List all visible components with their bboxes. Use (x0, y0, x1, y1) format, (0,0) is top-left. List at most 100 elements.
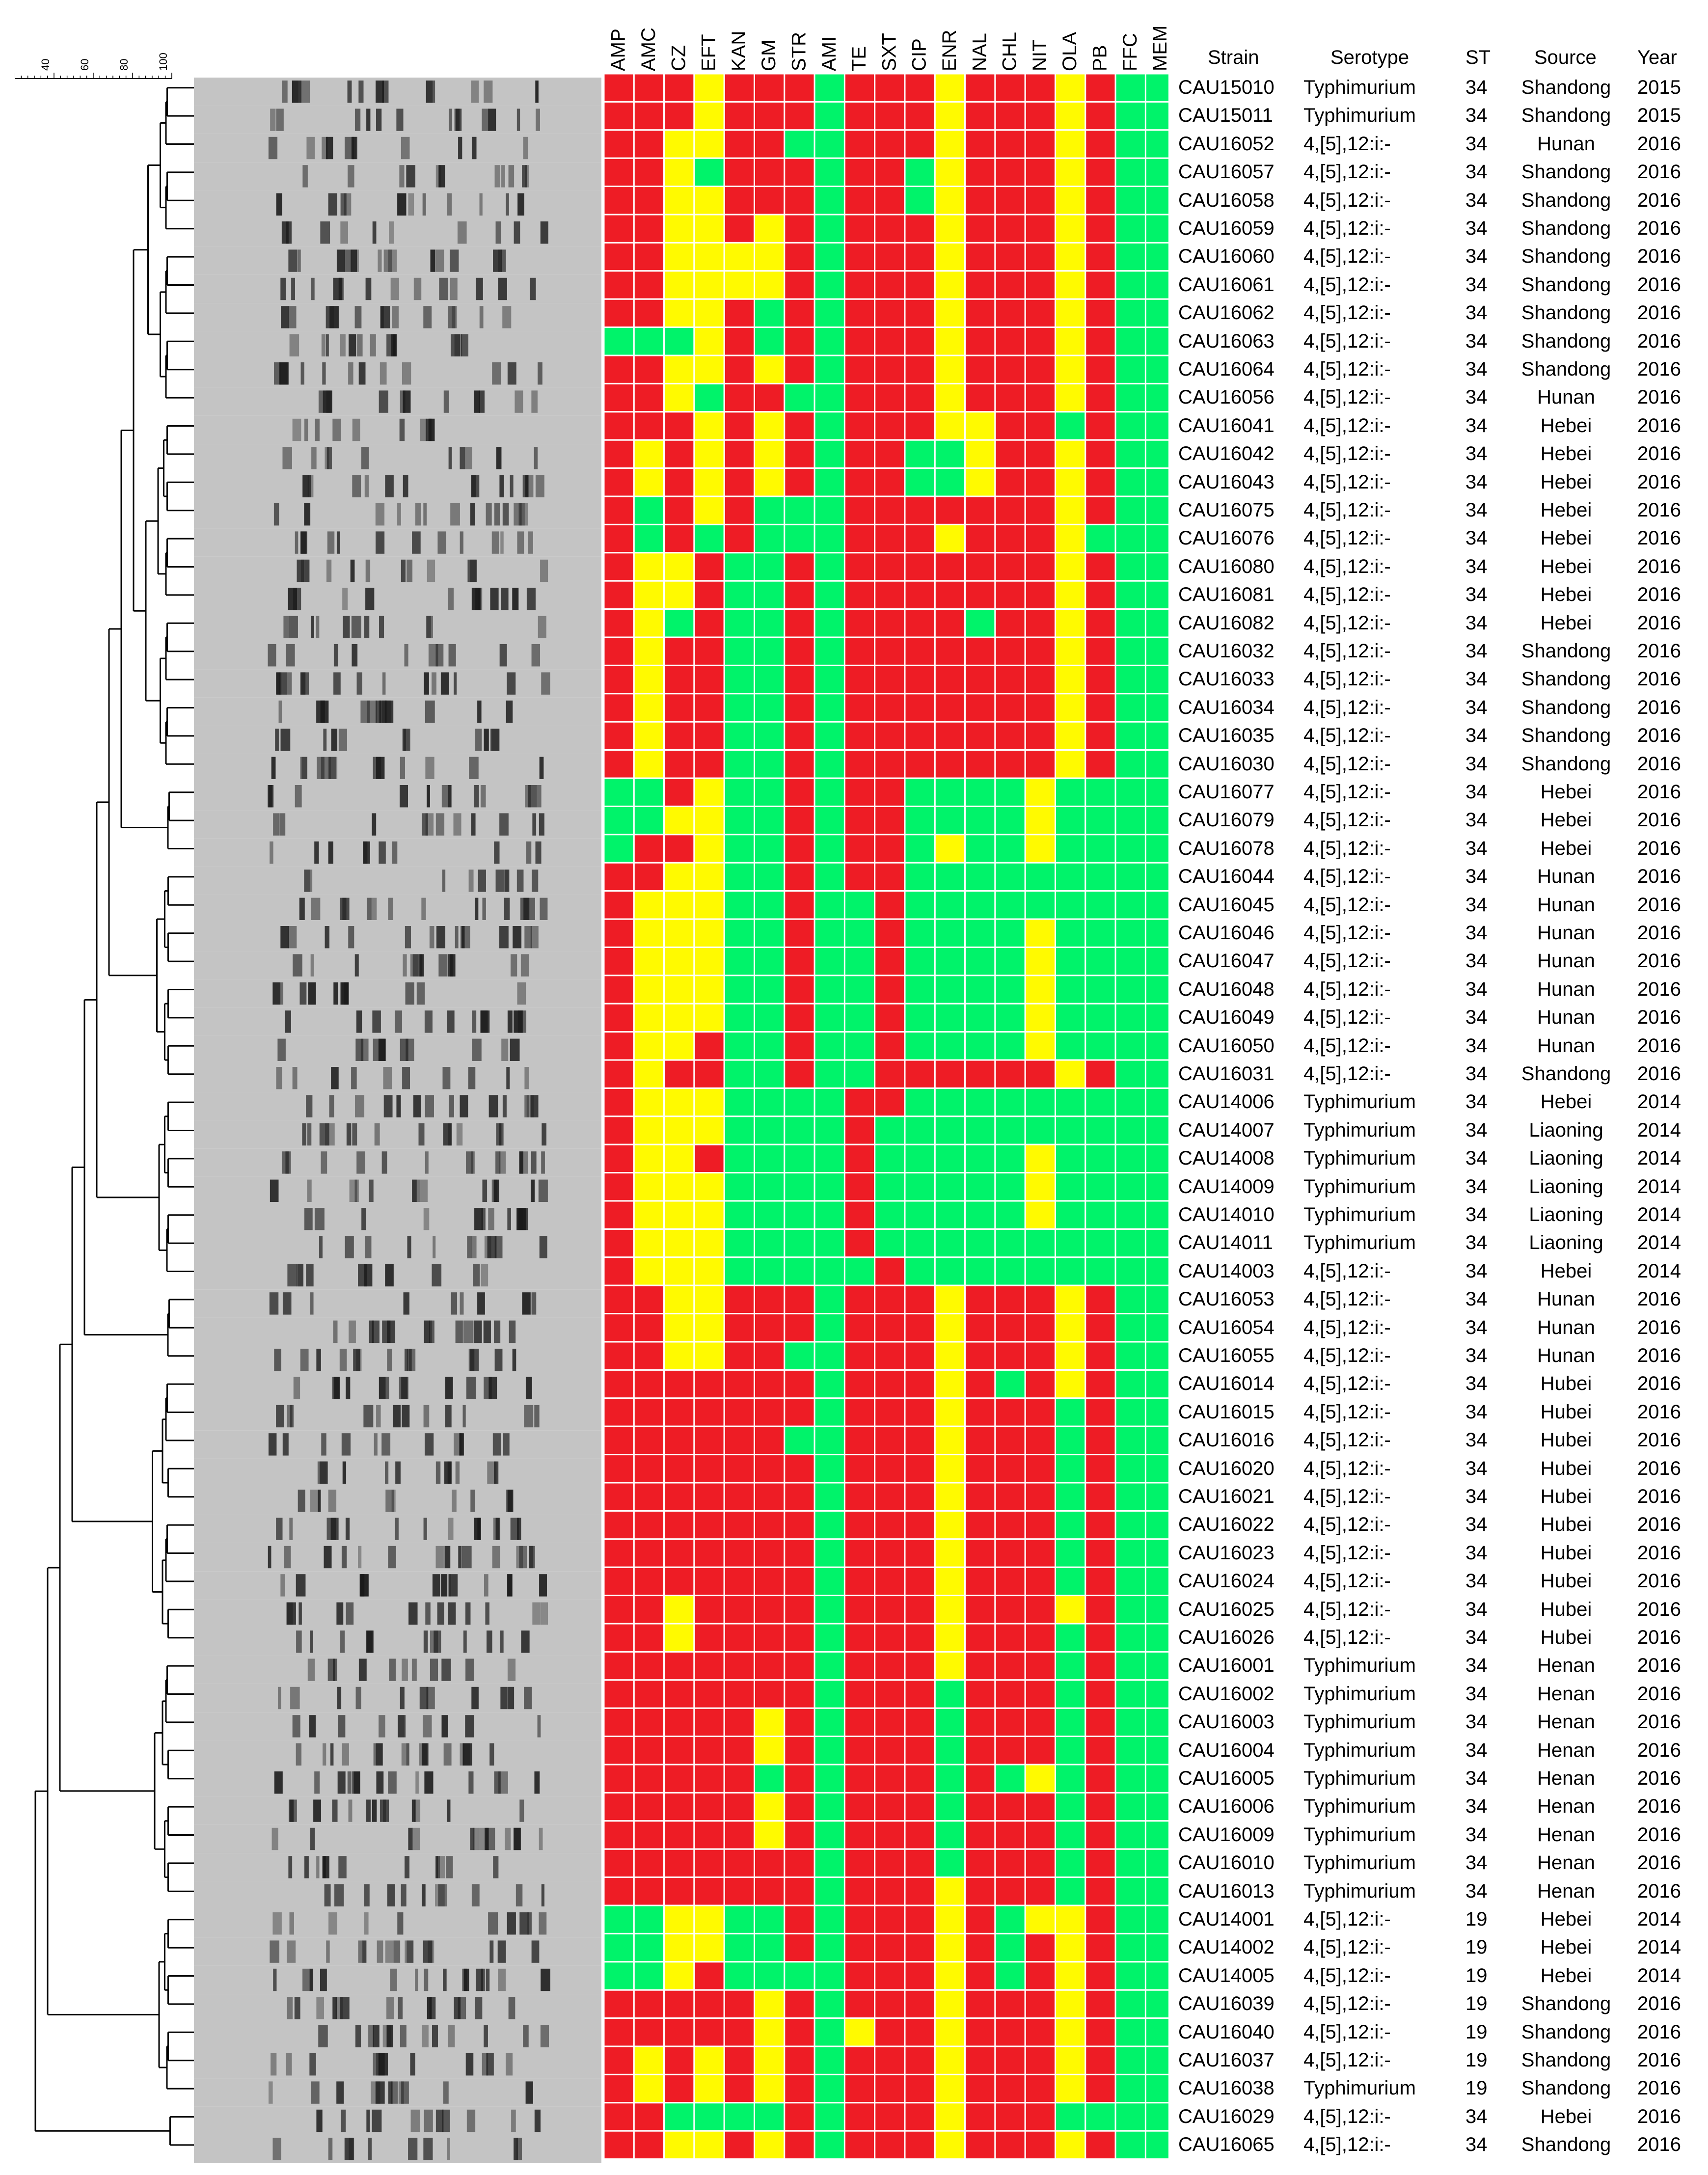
heatmap-cell (603, 1369, 635, 1399)
heatmap-cell (754, 1764, 786, 1794)
gel-band (510, 954, 517, 977)
gel-band (341, 982, 349, 1005)
gel-band (268, 136, 278, 160)
gel-band (532, 813, 537, 836)
gel-band (327, 1658, 335, 1681)
gel-band (330, 1743, 334, 1766)
heatmap-cell (1144, 552, 1168, 582)
gel-band (465, 2053, 474, 2076)
st-cell: 34 (1465, 1795, 1488, 1818)
gel-band (374, 1123, 380, 1146)
heatmap-cell (874, 1623, 906, 1653)
heatmap-cell (663, 1369, 695, 1399)
gel-lane (194, 923, 601, 952)
gel-band (478, 870, 486, 892)
heatmap-cell (784, 1284, 815, 1315)
gel-band (316, 700, 325, 723)
gel-band (348, 165, 354, 188)
gel-band (438, 1856, 445, 1878)
source-cell: Shandong (1521, 358, 1611, 380)
heatmap-cell (904, 411, 936, 441)
heatmap-cell (754, 523, 786, 554)
heatmap-cell (843, 1482, 876, 1512)
heatmap-cell (603, 1538, 635, 1568)
heatmap-cell (874, 467, 906, 497)
source-cell: Hebei (1540, 612, 1592, 634)
gel-band (442, 870, 446, 892)
heatmap-cell (874, 1538, 906, 1568)
gel-band (323, 1743, 326, 1766)
heatmap-cell (1084, 693, 1116, 723)
gel-band (411, 1658, 417, 1681)
heatmap-cell (603, 580, 635, 610)
heatmap-cell (693, 1172, 725, 1202)
gel-band (337, 1771, 346, 1794)
gel-band (354, 954, 359, 977)
source-cell: Henan (1537, 1880, 1595, 1902)
gel-lane (194, 303, 601, 331)
gel-band (316, 1856, 320, 1878)
gel-lane (194, 1205, 601, 1233)
heatmap-cell (1024, 186, 1057, 216)
heatmap-cell (754, 1397, 786, 1427)
st-cell: 19 (1465, 1936, 1488, 1958)
heatmap-cell (964, 1003, 996, 1033)
heatmap-cell (633, 326, 665, 356)
heatmap-cell (934, 1482, 966, 1512)
st-cell: 34 (1465, 1514, 1488, 1536)
heatmap-cell (754, 2045, 786, 2075)
gel-band (382, 81, 389, 103)
gel-band (498, 277, 507, 300)
st-cell: 19 (1465, 1993, 1488, 2015)
gel-band (333, 1320, 338, 1343)
gel-band (479, 306, 484, 328)
gel-band (319, 1123, 329, 1146)
gel-band (268, 644, 276, 667)
heatmap-cell (964, 1369, 996, 1399)
heatmap-cell (904, 1595, 936, 1625)
serotype-cell: Typhimurium (1303, 1147, 1416, 1169)
heatmap-cell (934, 777, 966, 807)
heatmap-cell (934, 214, 966, 244)
heatmap-cell (904, 1623, 936, 1653)
gel-band (289, 616, 298, 638)
heatmap-cell (603, 186, 635, 216)
gel-band (294, 1997, 300, 2019)
gel-band (282, 447, 293, 469)
heatmap-cell (813, 1651, 845, 1681)
gel-band (522, 475, 528, 497)
heatmap-cell (1084, 721, 1116, 751)
heatmap-cell (1084, 1707, 1116, 1738)
heatmap-cell (723, 608, 756, 638)
gel-band (325, 334, 329, 356)
heatmap-cell (1144, 1989, 1168, 2019)
gel-band (510, 1038, 520, 1061)
gel-band (525, 2081, 533, 2104)
heatmap-cell (964, 1989, 996, 2019)
gel-band (281, 1151, 291, 1174)
heatmap-cell (1055, 1764, 1086, 1794)
heatmap-cell (754, 1228, 786, 1258)
heatmap-cell (693, 1482, 725, 1512)
gel-band (425, 813, 434, 836)
year-cell: 2016 (1637, 922, 1681, 944)
heatmap-cell (994, 411, 1026, 441)
heatmap-cell (603, 749, 635, 779)
heatmap-cell (784, 186, 815, 216)
gel-band (524, 1405, 534, 1428)
serotype-cell: 4,[5],12:i:- (1303, 1993, 1391, 2015)
gel-band (352, 418, 360, 441)
heatmap-cell (603, 1341, 635, 1371)
heatmap-cell (663, 1679, 695, 1709)
serotype-cell: 4,[5],12:i:- (1303, 1429, 1391, 1451)
heatmap-cell (603, 1200, 635, 1230)
heatmap-cell (1024, 2017, 1057, 2047)
gel-band (442, 2109, 450, 2132)
heatmap-cell (784, 1623, 815, 1653)
antibiotic-label: AMP (608, 28, 629, 71)
heatmap-cell (693, 298, 725, 328)
gel-band (450, 277, 458, 300)
antibiotic-label: CHL (999, 32, 1021, 71)
heatmap-cell (904, 495, 936, 525)
heatmap-cell (603, 1143, 635, 1174)
